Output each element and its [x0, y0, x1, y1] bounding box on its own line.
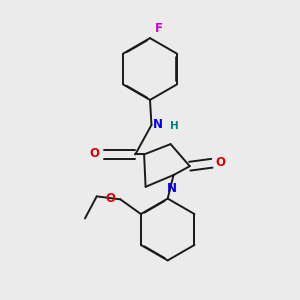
Text: N: N — [153, 118, 163, 131]
Text: O: O — [215, 156, 225, 169]
Text: F: F — [154, 22, 162, 35]
Text: O: O — [106, 192, 116, 205]
Text: O: O — [89, 147, 99, 160]
Text: N: N — [167, 182, 177, 194]
Text: H: H — [170, 122, 178, 131]
